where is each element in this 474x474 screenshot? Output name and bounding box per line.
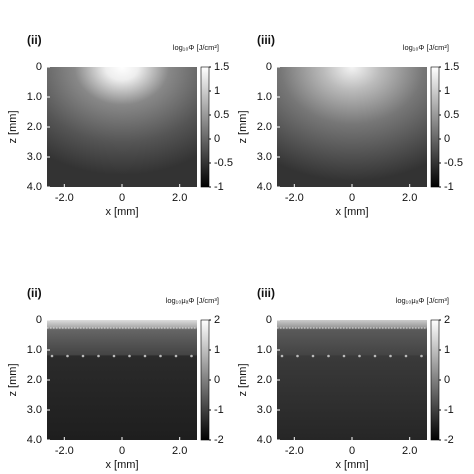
x-tick-label: -2.0 <box>55 192 74 204</box>
boundary-marker <box>128 354 131 358</box>
boundary-marker <box>327 354 330 358</box>
x-axis-label: x [mm] <box>106 206 139 218</box>
colorbar-tick-label: 1 <box>214 85 220 97</box>
x-tick-label: 2.0 <box>172 445 187 457</box>
colorbar-tick-label: 1 <box>444 85 450 97</box>
boundary-marker <box>159 354 162 358</box>
y-tick-label: 1.0 <box>27 91 42 103</box>
colorbar-tick-label: 2 <box>214 314 220 326</box>
y-tick-label: 0 <box>36 314 42 326</box>
x-tick-label: 2.0 <box>402 192 417 204</box>
x-axis-label: x [mm] <box>336 206 369 218</box>
x-tick-label: 0 <box>349 192 355 204</box>
colorbar-tick-label: 0.5 <box>214 109 229 121</box>
y-tick-label: 4.0 <box>27 181 42 193</box>
x-tick-label: 0 <box>119 445 125 457</box>
x-tick-label: -2.0 <box>285 445 304 457</box>
y-tick-label: 2.0 <box>27 121 42 133</box>
boundary-marker <box>373 354 377 358</box>
y-tick-label: 3.0 <box>257 404 272 416</box>
colorbar-tick-label: 0 <box>214 374 220 386</box>
y-tick-label: 4.0 <box>257 434 272 446</box>
boundary-marker <box>50 354 54 358</box>
x-tick-label: -2.0 <box>55 445 74 457</box>
y-tick-label: 3.0 <box>257 151 272 163</box>
colorbar-tick-label: 0 <box>214 133 220 145</box>
y-tick-label: 0 <box>266 314 272 326</box>
boundary-marker <box>174 354 178 358</box>
heatmap-image <box>277 67 427 187</box>
y-tick-label: 2.0 <box>257 121 272 133</box>
colorbar <box>200 319 210 441</box>
y-tick-label: 4.0 <box>257 181 272 193</box>
heatmap-image <box>47 320 197 440</box>
colorbar-tick-label: 0.5 <box>444 109 459 121</box>
boundary-marker <box>420 354 423 358</box>
x-axis-label: x [mm] <box>336 459 369 471</box>
colorbar-tick-label: -1 <box>214 181 224 193</box>
y-tick-label: 0 <box>36 61 42 73</box>
y-tick-label: 1.0 <box>27 344 42 356</box>
y-tick-label: 1.0 <box>257 91 272 103</box>
x-tick-label: 0 <box>349 445 355 457</box>
colorbar <box>430 319 440 441</box>
colorbar-tick-label: -1 <box>444 404 454 416</box>
boundary-marker <box>389 354 392 358</box>
colorbar-tick-label: -1 <box>214 404 224 416</box>
y-tick-label: 3.0 <box>27 404 42 416</box>
y-tick-label: 0 <box>266 61 272 73</box>
y-tick-label: 3.0 <box>27 151 42 163</box>
colorbar-tick-label: -2 <box>214 434 224 446</box>
colorbar-title: log₁₀μₐΦ [J/cm³] <box>166 296 219 305</box>
x-tick-label: -2.0 <box>285 192 304 204</box>
boundary-marker <box>358 354 361 358</box>
colorbar-title: log₁₀μₐΦ [J/cm³] <box>396 296 449 305</box>
boundary-marker <box>81 354 85 358</box>
colorbar <box>430 66 440 188</box>
colorbar-tick-label: 1.5 <box>214 61 229 73</box>
heatmap-image <box>277 320 427 440</box>
x-axis-label: x [mm] <box>106 459 139 471</box>
colorbar-tick-label: 1 <box>444 344 450 356</box>
boundary-marker <box>112 354 116 358</box>
boundary-marker <box>342 354 346 358</box>
panel-label: (ii) <box>27 33 42 47</box>
boundary-marker <box>280 354 284 358</box>
x-tick-label: 2.0 <box>402 445 417 457</box>
panel-label: (iii) <box>257 33 275 47</box>
panel-label: (iii) <box>257 286 275 300</box>
colorbar-title: log₁₀Φ [J/cm²] <box>173 43 219 52</box>
colorbar-tick-label: -2 <box>444 434 454 446</box>
colorbar-tick-label: 0 <box>444 374 450 386</box>
boundary-marker <box>311 354 315 358</box>
colorbar <box>200 66 210 188</box>
y-tick-label: 4.0 <box>27 434 42 446</box>
colorbar-tick-label: -0.5 <box>214 157 233 169</box>
y-axis-label: z [mm] <box>237 111 249 144</box>
boundary-marker <box>296 354 299 358</box>
panel-label: (ii) <box>27 286 42 300</box>
y-tick-label: 1.0 <box>257 344 272 356</box>
heatmap-image <box>47 67 197 187</box>
boundary-marker <box>143 354 147 358</box>
boundary-marker <box>66 354 69 358</box>
colorbar-tick-label: -0.5 <box>444 157 463 169</box>
colorbar-title: log₁₀Φ [J/cm²] <box>403 43 449 52</box>
colorbar-tick-label: 0 <box>444 133 450 145</box>
x-tick-label: 2.0 <box>172 192 187 204</box>
colorbar-tick-label: 1.5 <box>444 61 459 73</box>
y-tick-label: 2.0 <box>27 374 42 386</box>
boundary-marker <box>190 354 193 358</box>
colorbar-tick-label: 1 <box>214 344 220 356</box>
boundary-marker <box>404 354 408 358</box>
y-axis-label: z [mm] <box>7 111 19 144</box>
boundary-marker <box>97 354 100 358</box>
y-axis-label: z [mm] <box>7 364 19 397</box>
colorbar-tick-label: 2 <box>444 314 450 326</box>
x-tick-label: 0 <box>119 192 125 204</box>
y-axis-label: z [mm] <box>237 364 249 397</box>
y-tick-label: 2.0 <box>257 374 272 386</box>
colorbar-tick-label: -1 <box>444 181 454 193</box>
